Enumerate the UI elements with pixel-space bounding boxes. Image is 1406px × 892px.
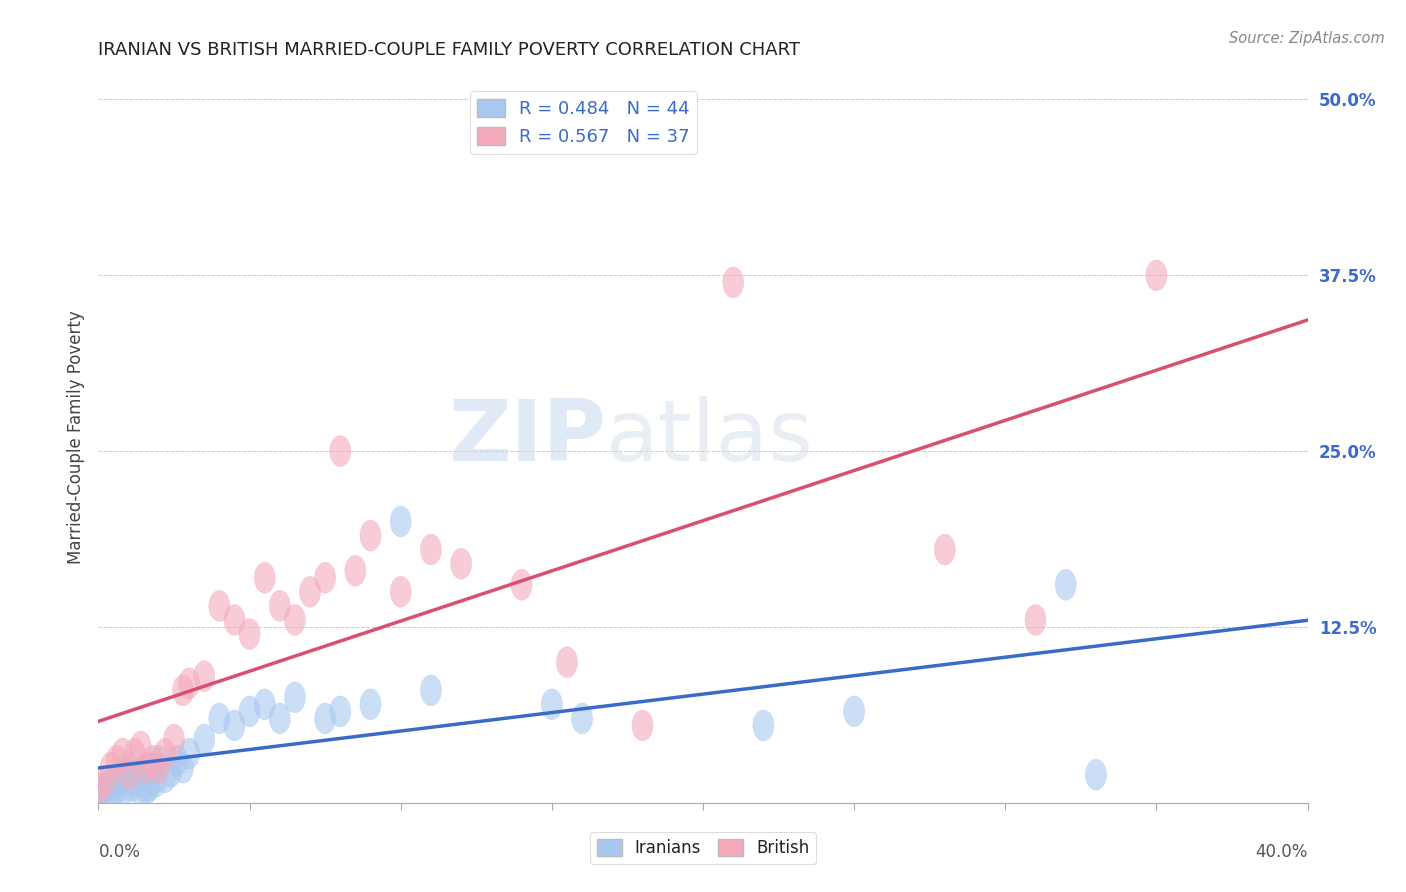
Ellipse shape: [723, 267, 744, 298]
Ellipse shape: [163, 724, 184, 755]
Ellipse shape: [450, 549, 472, 579]
Ellipse shape: [115, 759, 136, 790]
Ellipse shape: [118, 752, 139, 783]
Ellipse shape: [284, 605, 305, 635]
Text: ZIP: ZIP: [449, 395, 606, 479]
Ellipse shape: [844, 696, 865, 727]
Ellipse shape: [284, 681, 305, 713]
Ellipse shape: [91, 776, 112, 807]
Ellipse shape: [571, 703, 593, 734]
Ellipse shape: [94, 773, 115, 805]
Ellipse shape: [179, 738, 200, 769]
Ellipse shape: [224, 710, 245, 741]
Ellipse shape: [254, 689, 276, 720]
Ellipse shape: [1085, 759, 1107, 790]
Ellipse shape: [631, 710, 654, 741]
Ellipse shape: [208, 591, 231, 622]
Ellipse shape: [420, 534, 441, 566]
Ellipse shape: [112, 738, 134, 769]
Ellipse shape: [269, 591, 291, 622]
Text: atlas: atlas: [606, 395, 814, 479]
Ellipse shape: [360, 689, 381, 720]
Ellipse shape: [142, 752, 163, 783]
Ellipse shape: [239, 618, 260, 649]
Ellipse shape: [239, 696, 260, 727]
Ellipse shape: [160, 756, 181, 788]
Ellipse shape: [360, 520, 381, 551]
Ellipse shape: [173, 674, 194, 706]
Ellipse shape: [254, 562, 276, 593]
Legend: Iranians, British: Iranians, British: [591, 832, 815, 864]
Ellipse shape: [420, 674, 441, 706]
Ellipse shape: [100, 779, 121, 810]
Ellipse shape: [145, 766, 166, 797]
Ellipse shape: [127, 759, 148, 790]
Ellipse shape: [510, 569, 533, 600]
Ellipse shape: [344, 555, 366, 586]
Ellipse shape: [121, 771, 142, 801]
Ellipse shape: [1025, 605, 1046, 635]
Ellipse shape: [1054, 569, 1077, 600]
Ellipse shape: [557, 647, 578, 678]
Text: Source: ZipAtlas.com: Source: ZipAtlas.com: [1229, 31, 1385, 46]
Ellipse shape: [87, 773, 110, 805]
Ellipse shape: [166, 745, 187, 776]
Ellipse shape: [139, 771, 160, 801]
Ellipse shape: [136, 773, 157, 805]
Ellipse shape: [148, 745, 170, 776]
Ellipse shape: [142, 745, 163, 776]
Ellipse shape: [179, 668, 200, 698]
Ellipse shape: [194, 661, 215, 691]
Ellipse shape: [87, 780, 110, 811]
Ellipse shape: [124, 766, 145, 797]
Ellipse shape: [1146, 260, 1167, 291]
Ellipse shape: [389, 506, 412, 537]
Ellipse shape: [329, 435, 352, 467]
Text: 0.0%: 0.0%: [98, 843, 141, 861]
Ellipse shape: [194, 724, 215, 755]
Ellipse shape: [541, 689, 562, 720]
Ellipse shape: [173, 752, 194, 783]
Ellipse shape: [131, 731, 152, 762]
Ellipse shape: [934, 534, 956, 566]
Ellipse shape: [136, 752, 157, 783]
Ellipse shape: [224, 605, 245, 635]
Ellipse shape: [94, 766, 115, 797]
Ellipse shape: [148, 752, 170, 783]
Ellipse shape: [315, 562, 336, 593]
Ellipse shape: [315, 703, 336, 734]
Ellipse shape: [100, 752, 121, 783]
Ellipse shape: [131, 776, 152, 807]
Ellipse shape: [208, 703, 231, 734]
Ellipse shape: [118, 759, 139, 790]
Ellipse shape: [329, 696, 352, 727]
Y-axis label: Married-Couple Family Poverty: Married-Couple Family Poverty: [66, 310, 84, 564]
Ellipse shape: [124, 738, 145, 769]
Ellipse shape: [105, 745, 127, 776]
Ellipse shape: [155, 738, 176, 769]
Text: 40.0%: 40.0%: [1256, 843, 1308, 861]
Ellipse shape: [134, 756, 155, 788]
Ellipse shape: [97, 771, 118, 801]
Ellipse shape: [155, 762, 176, 793]
Ellipse shape: [110, 762, 131, 793]
Ellipse shape: [112, 776, 134, 807]
Ellipse shape: [389, 576, 412, 607]
Text: IRANIAN VS BRITISH MARRIED-COUPLE FAMILY POVERTY CORRELATION CHART: IRANIAN VS BRITISH MARRIED-COUPLE FAMILY…: [98, 41, 800, 59]
Ellipse shape: [105, 773, 127, 805]
Ellipse shape: [269, 703, 291, 734]
Ellipse shape: [752, 710, 775, 741]
Ellipse shape: [299, 576, 321, 607]
Ellipse shape: [103, 766, 124, 797]
